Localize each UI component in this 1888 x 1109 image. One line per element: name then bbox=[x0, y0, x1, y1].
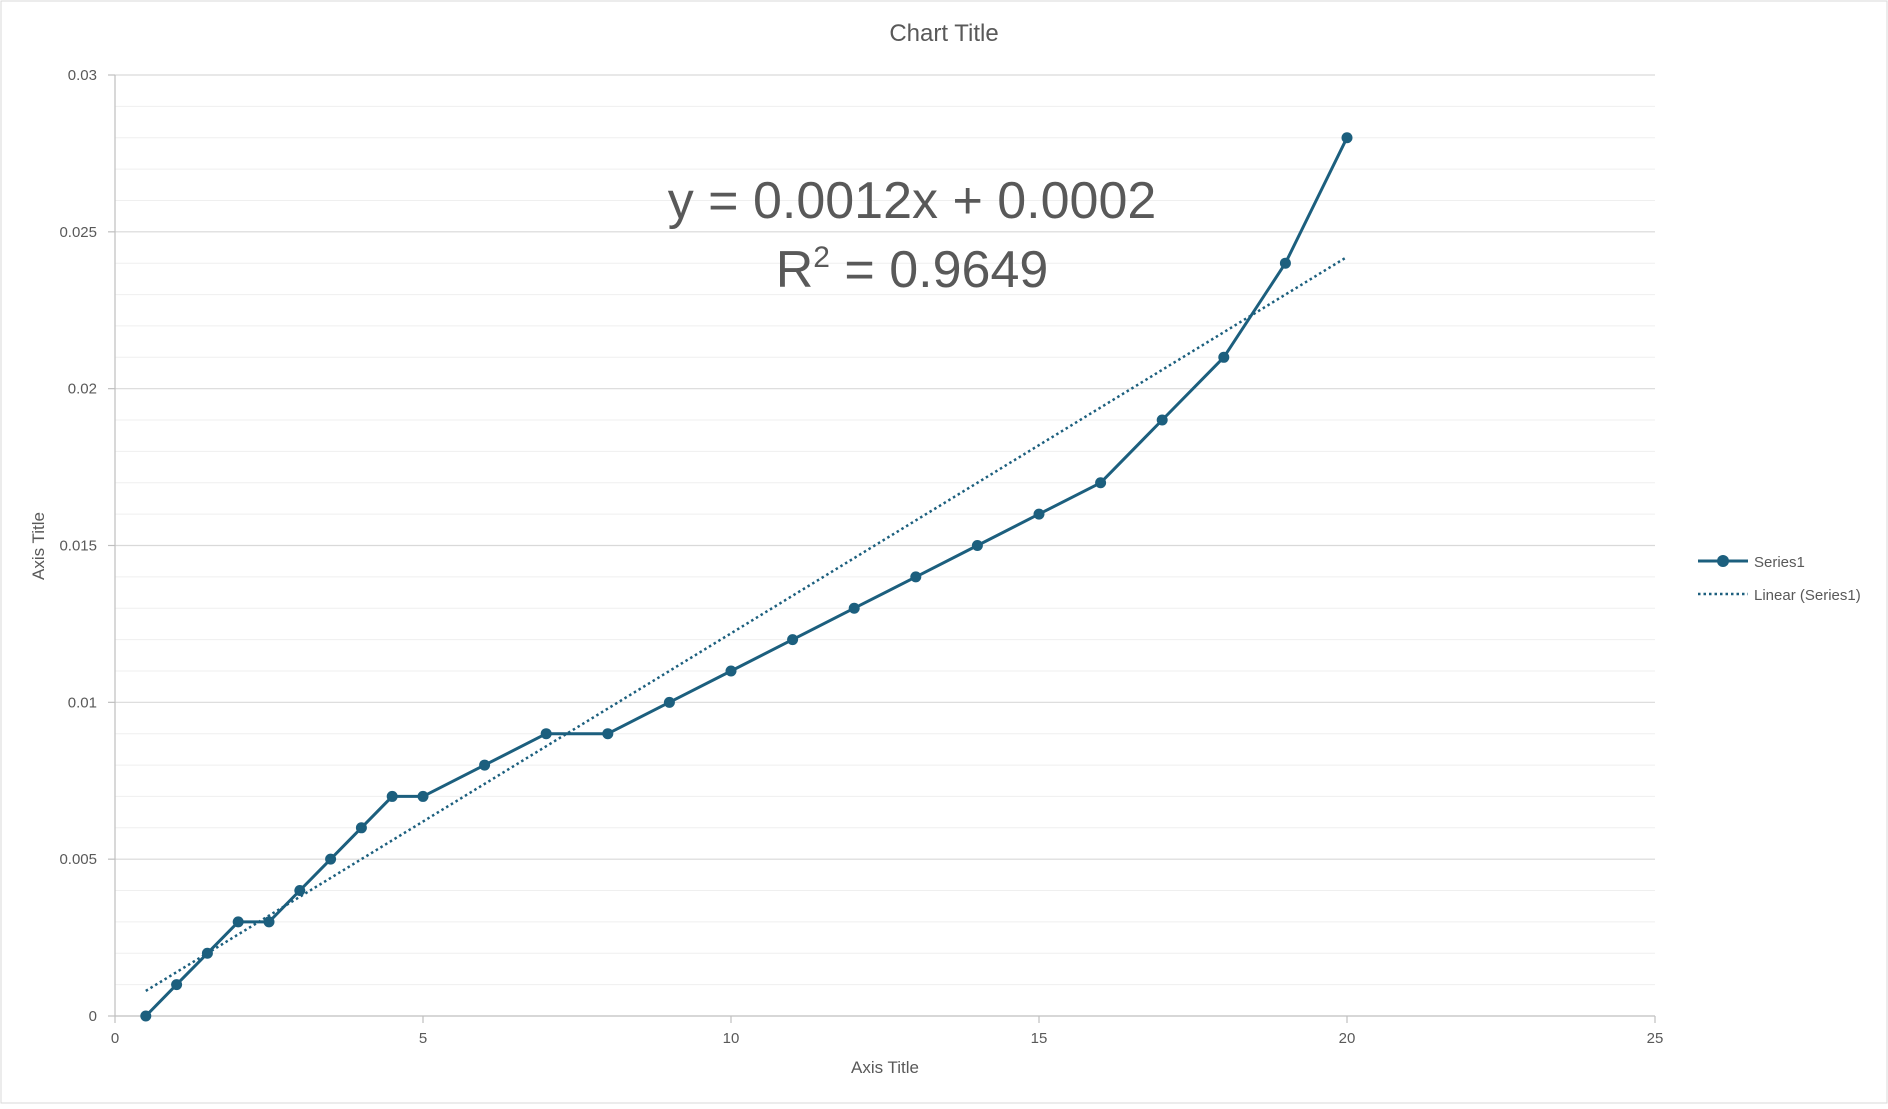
data-point[interactable] bbox=[540, 728, 552, 740]
trendline-r-squared: R2 = 0.9649 bbox=[776, 241, 1049, 299]
legend-item-series1[interactable]: Series1 bbox=[1698, 554, 1805, 571]
data-point[interactable] bbox=[1156, 414, 1168, 426]
y-tick-label: 0.015 bbox=[59, 538, 97, 555]
legend-item-trendline[interactable]: Linear (Series1) bbox=[1698, 587, 1861, 604]
x-tick-label: 10 bbox=[723, 1030, 740, 1047]
data-point[interactable] bbox=[355, 822, 367, 834]
series-group bbox=[140, 132, 1353, 1022]
data-point[interactable] bbox=[1033, 508, 1045, 520]
y-axis-ticks: 0 0.005 0.01 0.015 0.02 0.025 0.03 bbox=[59, 67, 115, 1025]
legend[interactable]: Series1 Linear (Series1) bbox=[1698, 554, 1861, 604]
data-point[interactable] bbox=[602, 728, 614, 740]
data-point[interactable] bbox=[479, 759, 491, 771]
data-point[interactable] bbox=[232, 916, 244, 928]
data-point[interactable] bbox=[325, 853, 337, 865]
trendline-equation: y = 0.0012x + 0.0002 bbox=[668, 172, 1157, 230]
y-tick-label: 0.03 bbox=[68, 67, 97, 84]
chart-title[interactable]: Chart Title bbox=[889, 20, 998, 47]
data-point[interactable] bbox=[1095, 477, 1107, 489]
legend-trendline-label: Linear (Series1) bbox=[1754, 587, 1861, 604]
x-axis-ticks: 0 5 10 15 20 25 bbox=[111, 1016, 1664, 1047]
x-tick-label: 25 bbox=[1647, 1030, 1664, 1047]
data-point[interactable] bbox=[294, 885, 306, 897]
r-squared-label: R bbox=[776, 241, 814, 299]
trendline-label[interactable]: y = 0.0012x + 0.0002 R2 = 0.9649 bbox=[668, 172, 1157, 299]
data-point[interactable] bbox=[1341, 132, 1353, 144]
x-tick-label: 15 bbox=[1031, 1030, 1048, 1047]
data-point[interactable] bbox=[971, 540, 983, 551]
major-gridlines bbox=[115, 74, 1655, 860]
data-point[interactable] bbox=[386, 790, 398, 802]
y-tick-label: 0.005 bbox=[59, 851, 97, 868]
data-point[interactable] bbox=[140, 1010, 152, 1022]
y-tick-label: 0.025 bbox=[59, 224, 97, 241]
legend-series1-marker bbox=[1717, 555, 1729, 567]
minor-gridlines bbox=[115, 105, 1655, 986]
x-tick-label: 0 bbox=[111, 1030, 119, 1047]
trendline[interactable] bbox=[145, 255, 1348, 992]
y-tick-label: 0.01 bbox=[68, 694, 97, 711]
data-point[interactable] bbox=[663, 696, 675, 708]
data-point[interactable] bbox=[201, 947, 213, 959]
data-point[interactable] bbox=[1218, 351, 1230, 363]
data-point[interactable] bbox=[787, 634, 799, 646]
y-tick-label: 0 bbox=[89, 1008, 97, 1025]
trendline-group bbox=[145, 255, 1348, 992]
data-point[interactable] bbox=[171, 979, 183, 991]
y-axis-title[interactable]: Axis Title bbox=[29, 512, 48, 580]
x-tick-label: 20 bbox=[1339, 1030, 1356, 1047]
r-squared-exponent: 2 bbox=[813, 241, 830, 274]
r-squared-value: = 0.9649 bbox=[830, 241, 1048, 299]
data-point[interactable] bbox=[725, 665, 737, 677]
data-point[interactable] bbox=[1279, 257, 1291, 269]
data-point[interactable] bbox=[848, 602, 860, 614]
data-point[interactable] bbox=[417, 790, 429, 802]
data-point[interactable] bbox=[910, 571, 922, 583]
x-axis-title[interactable]: Axis Title bbox=[851, 1058, 919, 1077]
y-tick-label: 0.02 bbox=[68, 381, 97, 398]
x-tick-label: 5 bbox=[419, 1030, 427, 1047]
legend-series1-label: Series1 bbox=[1754, 554, 1805, 571]
data-point[interactable] bbox=[263, 916, 275, 928]
